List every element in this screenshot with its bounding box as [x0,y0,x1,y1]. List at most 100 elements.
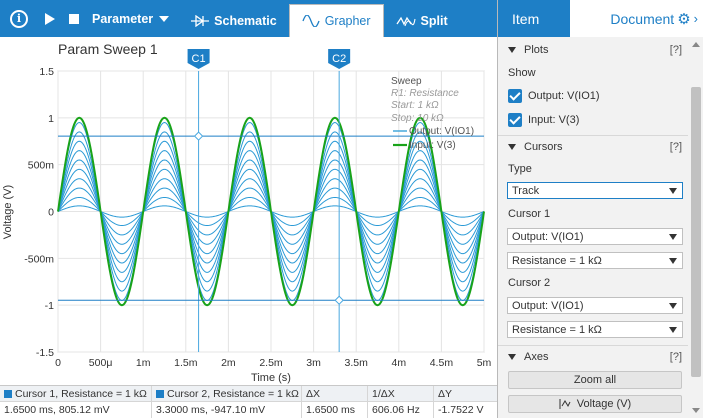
plot-canvas[interactable]: Param Sweep 1 0 500μ 1m 1.5m 2m 2.5m 3m 3.5m 4m 4… [0,37,497,385]
caret-down-icon [669,234,677,240]
legend-start: Start: 1 kΩ [391,100,439,111]
properties-panel: Item Document ⚙ › Plots [?] Show Output:… [497,0,703,418]
scroll-down-icon[interactable] [692,408,700,413]
graph-area[interactable]: Param Sweep 1 0 500μ 1m 1.5m 2m 2.5m 3m 3.5m 4m 4… [0,37,497,385]
stop-button[interactable] [62,0,86,37]
caret-down-icon [669,303,677,309]
cursor2-flag[interactable] [328,49,351,69]
plot-title: Param Sweep 1 [58,41,158,57]
x-tick-label: 3.5m [345,357,369,369]
axes-help-link[interactable]: [?] [669,350,682,363]
tab-split[interactable]: Split [384,4,460,37]
y-tick-label: -500m [24,253,54,265]
gear-icon[interactable]: ⚙ [677,10,691,28]
scrollbar-thumb[interactable] [691,87,701,377]
tab-item[interactable]: Item [498,0,570,37]
tab-document[interactable]: Document ⚙ › [570,0,703,37]
voltage-axis-button[interactable]: Voltage (V) [508,395,682,413]
cursor-readout-bar: Cursor 1, Resistance = 1 kΩ Cursor 2, Re… [0,385,497,418]
parameter-label: Parameter [92,11,154,26]
cursor2-label: Cursor 2 [508,277,551,289]
cursor2-swatch [156,389,164,398]
cursor1-flag-label: C1 [192,53,206,65]
split-icon [396,16,416,26]
cursor1-signal-select[interactable]: Output: V(IO1) [507,228,683,245]
cursor1-header: Cursor 1, Resistance = 1 kΩ [0,385,152,402]
parameter-dropdown[interactable]: Parameter [86,0,179,37]
info-button[interactable]: i [0,0,38,37]
input-series-line [57,116,485,307]
cursor1-marker[interactable] [193,131,204,141]
dx-header: ΔX [302,385,368,402]
legend-param: R1: Resistance [391,88,459,99]
cursor2-flag-label: C2 [332,53,346,65]
x-tick-label: 5m [477,357,492,369]
x-tick-label: 3m [306,357,321,369]
plots-help-link[interactable]: [?] [669,44,682,56]
type-label: Type [508,163,532,175]
cursor2-header: Cursor 2, Resistance = 1 kΩ [152,385,302,402]
x-tick-label: 2m [221,357,236,369]
dx-value: 1.6500 ms [302,402,368,418]
cursor1-label: Cursor 1 [508,208,551,220]
chevron-right-icon[interactable]: › [693,11,698,26]
cursor-type-select[interactable]: Track [507,182,683,199]
panel-body: Plots [?] Show Output: V(IO1) Input: V(3… [498,37,688,418]
inv-dx-header: 1/ΔX [368,385,434,402]
plots-section-header[interactable]: Plots [?] [498,39,688,61]
legend-output-label: Output: V(IO1) [409,126,474,137]
y-tick-label: 0 [48,207,54,219]
readout-header-row: Cursor 1, Resistance = 1 kΩ Cursor 2, Re… [0,385,497,402]
scroll-up-icon[interactable] [692,42,700,47]
toolbar: i Parameter Schematic Grapher Split [0,0,497,37]
run-button[interactable] [38,0,62,37]
cursor2-signal-select[interactable]: Output: V(IO1) [507,297,683,314]
panel-tabs: Item Document ⚙ › [498,0,703,37]
caret-down-icon [669,258,677,264]
cursor1-value: 1.6500 ms, 805.12 mV [0,402,152,418]
collapse-triangle-icon [508,47,516,53]
output-checkbox-row[interactable]: Output: V(IO1) [508,89,600,103]
caret-down-icon [159,15,170,22]
panel-scrollbar[interactable] [688,37,703,418]
x-tick-label: 4m [392,357,407,369]
input-checkbox[interactable] [508,113,522,127]
stop-icon [69,13,79,24]
axes-section-header[interactable]: Axes [?] [498,345,688,367]
diode-icon [191,14,210,27]
caret-down-icon [669,188,677,194]
cursor2-marker[interactable] [334,295,344,305]
y-tick-label: -1 [45,300,54,312]
tab-grapher[interactable]: Grapher [288,4,384,37]
x-tick-label: 0 [55,357,61,369]
y-tick-label: 1.5 [39,66,54,78]
tab-grapher-label: Grapher [324,14,371,28]
y-tick-label: 1 [48,113,54,125]
caret-down-icon [669,327,677,333]
sine-wave-icon [302,15,320,27]
cursors-help-link[interactable]: [?] [669,140,682,153]
output-checkbox[interactable] [508,89,522,103]
x-axis-label: Time (s) [251,372,291,384]
cursors-section-header[interactable]: Cursors [?] [498,135,688,157]
x-tick-label: 4.5m [430,357,454,369]
cursor1-param-select[interactable]: Resistance = 1 kΩ [507,252,683,269]
tab-split-label: Split [420,13,448,28]
cursor1-swatch [4,389,12,398]
collapse-triangle-icon [508,353,516,360]
legend-stop: Stop: 10 kΩ [391,113,444,124]
input-checkbox-row[interactable]: Input: V(3) [508,113,579,127]
readout-value-row: 1.6500 ms, 805.12 mV 3.3000 ms, -947.10 … [0,402,497,418]
zoom-all-button[interactable]: Zoom all [508,371,682,389]
cursor2-param-select[interactable]: Resistance = 1 kΩ [507,321,683,338]
tab-schematic-label: Schematic [214,13,277,28]
x-tick-label: 1m [136,357,151,369]
dy-header: ΔY [438,387,453,400]
show-label: Show [508,67,536,79]
tab-schematic[interactable]: Schematic [179,4,289,37]
cursor1-flag[interactable] [187,49,210,69]
legend-heading: Sweep [391,76,422,87]
y-tick-label: -1.5 [36,347,54,359]
cursor2-value: 3.3000 ms, -947.10 mV [152,402,302,418]
collapse-triangle-icon [508,143,516,150]
